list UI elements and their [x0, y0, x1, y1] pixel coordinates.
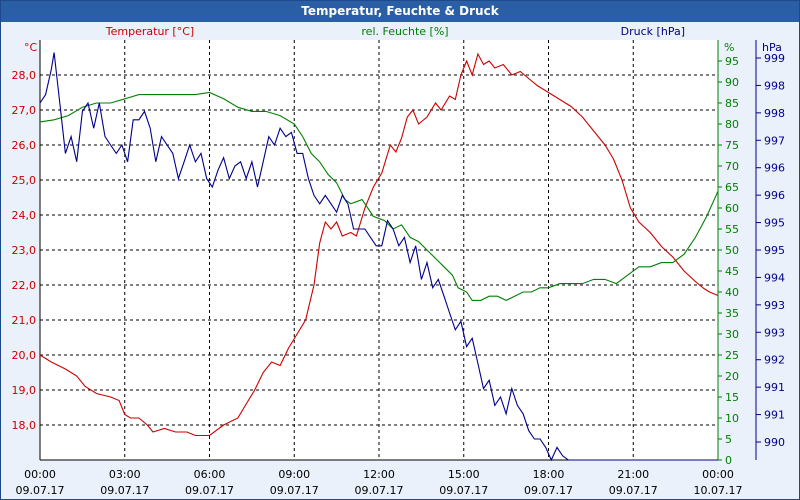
pressure-tick-label: 999 — [764, 52, 785, 65]
x-tick-date: 09.07.17 — [100, 484, 149, 497]
pressure-unit-label: hPa — [762, 41, 782, 54]
temp-tick-label: 23,0 — [12, 244, 37, 257]
x-tick-date: 09.07.17 — [439, 484, 488, 497]
humidity-tick-label: 20 — [725, 370, 739, 383]
temp-tick-label: 18,0 — [12, 419, 37, 432]
x-tick-time: 18:00 — [533, 468, 565, 481]
humidity-tick-label: 0 — [725, 454, 732, 467]
pressure-tick-label: 998 — [764, 79, 785, 92]
pressure-tick-label: 992 — [764, 354, 785, 367]
humidity-tick-label: 85 — [725, 97, 739, 110]
humidity-tick-label: 15 — [725, 391, 739, 404]
humidity-tick-label: 35 — [725, 307, 739, 320]
pressure-tick-label: 997 — [764, 134, 785, 147]
temp-tick-label: 20,0 — [12, 349, 37, 362]
window-title: Temperatur, Feuchte & Druck — [1, 1, 799, 22]
pressure-tick-label: 995 — [764, 217, 785, 230]
humidity-tick-label: 55 — [725, 223, 739, 236]
humidity-tick-label: 80 — [725, 118, 739, 131]
pressure-axis-title: Druck [hPa] — [621, 25, 685, 38]
temp-tick-label: 26,0 — [12, 139, 37, 152]
x-tick-date: 10.07.17 — [694, 484, 743, 497]
temp-tick-label: 21,0 — [12, 314, 37, 327]
temp-unit-label: °C — [24, 41, 38, 54]
tick-labels: 00:00 09.07.17 03:00 09.07.17 06:00 09.07.17 0… — [12, 52, 786, 497]
pressure-tick-label: 990 — [764, 436, 785, 449]
x-tick-time: 21:00 — [617, 468, 649, 481]
humidity-tick-label: 50 — [725, 244, 739, 257]
pressure-tick-label: 998 — [764, 107, 785, 120]
humidity-tick-label: 65 — [725, 181, 739, 194]
pressure-tick-label: 993 — [764, 299, 785, 312]
humidity-tick-label: 90 — [725, 76, 739, 89]
humidity-tick-label: 45 — [725, 265, 739, 278]
x-tick-date: 09.07.17 — [524, 484, 573, 497]
temp-tick-label: 27,0 — [12, 104, 37, 117]
temp-axis-title: Temperatur [°C] — [105, 25, 194, 38]
pressure-tick-label: 991 — [764, 381, 785, 394]
humidity-tick-label: 30 — [725, 328, 739, 341]
x-tick-date: 09.07.17 — [355, 484, 404, 497]
x-tick-date: 09.07.17 — [609, 484, 658, 497]
x-tick-time: 12:00 — [363, 468, 395, 481]
temp-tick-label: 22,0 — [12, 279, 37, 292]
pressure-tick-label: 996 — [764, 162, 785, 175]
humidity-tick-label: 5 — [725, 433, 732, 446]
x-tick-time: 15:00 — [448, 468, 480, 481]
x-tick-time: 03:00 — [109, 468, 141, 481]
humidity-tick-label: 60 — [725, 202, 739, 215]
x-tick-time: 06:00 — [194, 468, 226, 481]
pressure-tick-label: 993 — [764, 326, 785, 339]
x-tick-date: 09.07.17 — [270, 484, 319, 497]
humidity-line — [39, 91, 719, 302]
humidity-tick-label: 75 — [725, 139, 739, 152]
humidity-tick-label: 10 — [725, 412, 739, 425]
humidity-tick-label: 70 — [725, 160, 739, 173]
temp-tick-label: 25,0 — [12, 174, 37, 187]
x-tick-time: 00:00 — [24, 468, 56, 481]
humidity-tick-label: 25 — [725, 349, 739, 362]
temperature-line — [39, 52, 719, 437]
x-tick-time: 09:00 — [278, 468, 310, 481]
humidity-tick-label: 95 — [725, 55, 739, 68]
temp-tick-label: 28,0 — [12, 69, 37, 82]
pressure-tick-label: 995 — [764, 244, 785, 257]
x-tick-date: 09.07.17 — [16, 484, 65, 497]
temp-tick-label: 24,0 — [12, 209, 37, 222]
series-layer — [39, 52, 719, 462]
pressure-tick-label: 991 — [764, 409, 785, 422]
pressure-tick-label: 994 — [764, 271, 785, 284]
humidity-tick-label: 40 — [725, 286, 739, 299]
temp-tick-label: 19,0 — [12, 384, 37, 397]
pressure-tick-label: 996 — [764, 189, 785, 202]
humidity-axis-title: rel. Feuchte [%] — [361, 25, 448, 38]
pressure-line — [39, 52, 718, 462]
humidity-unit-label: % — [724, 41, 734, 54]
x-tick-time: 00:00 — [702, 468, 734, 481]
x-tick-date: 09.07.17 — [185, 484, 234, 497]
